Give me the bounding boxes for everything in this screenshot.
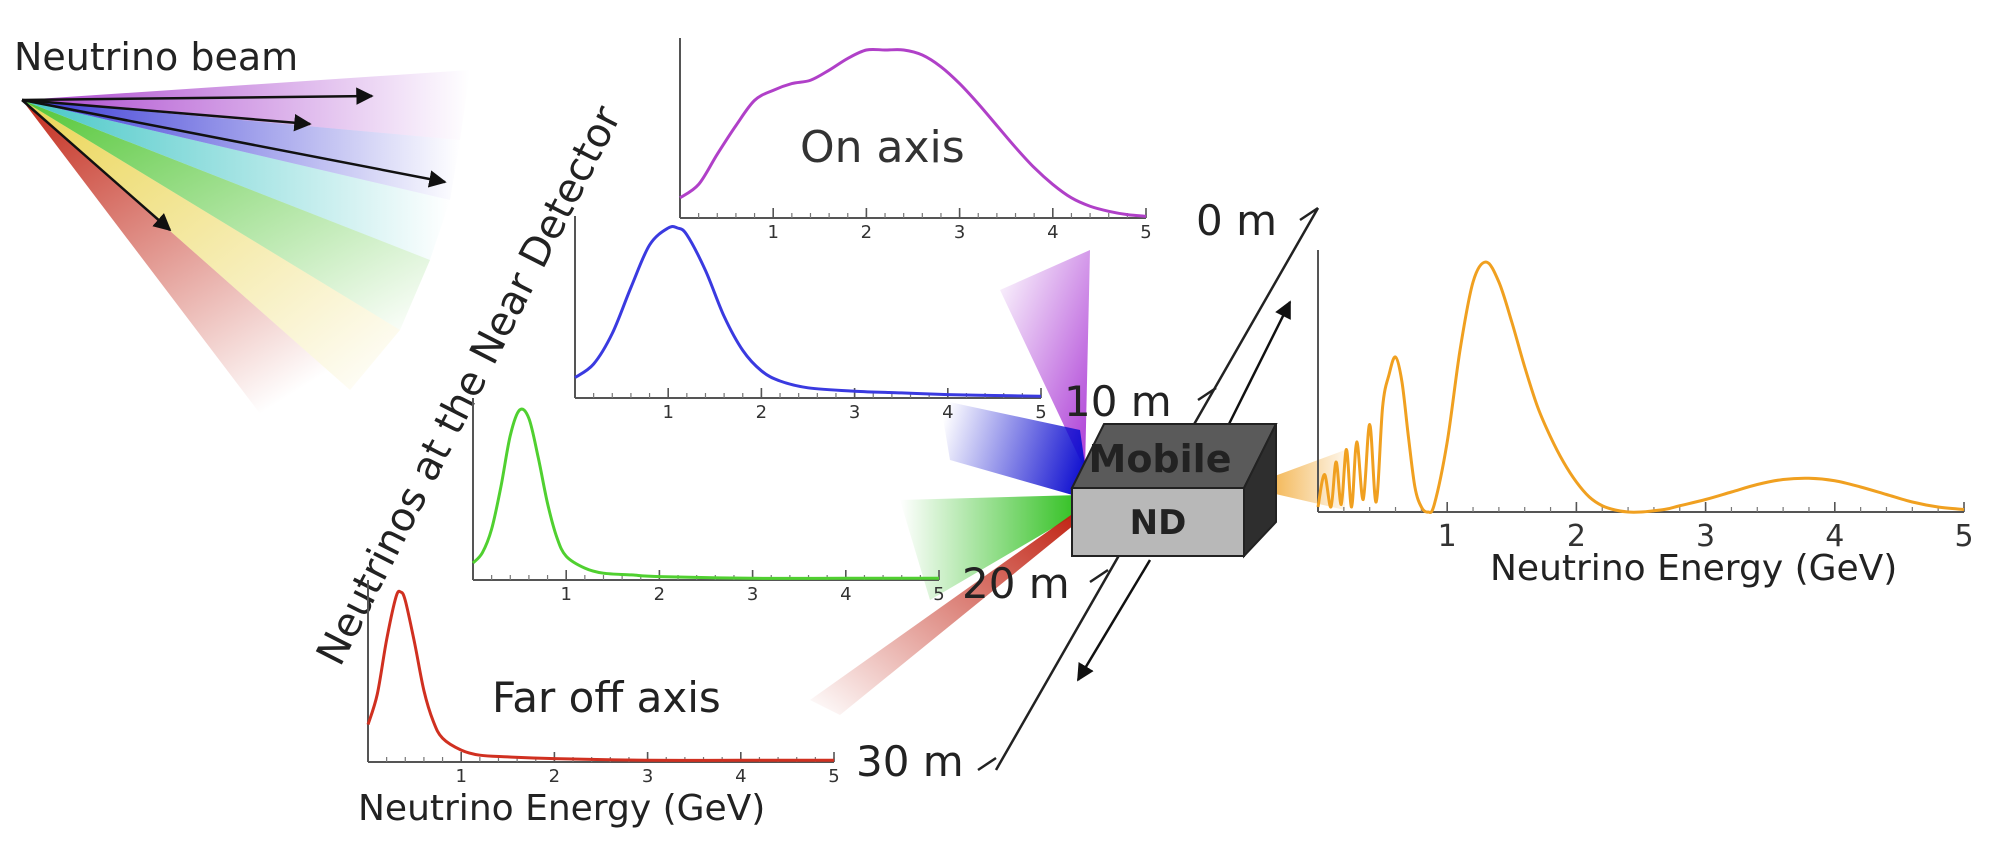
move-arrow-down	[1076, 559, 1152, 682]
tick-label: 5	[933, 584, 944, 605]
tick-label: 3	[954, 222, 965, 243]
tick-label: 3	[747, 584, 758, 605]
mobile-near-detector: Mobile ND	[1070, 423, 1278, 559]
spectrum-curve	[574, 224, 1042, 398]
move-arrow-up	[1223, 300, 1292, 433]
tick-label: 5	[1140, 222, 1151, 243]
tick-label: 1	[455, 766, 466, 787]
tick-0m	[1299, 206, 1319, 222]
tick-label: 2	[861, 222, 872, 243]
spectrum-curve	[366, 589, 834, 762]
position-label-30m: 30 m	[856, 737, 964, 786]
spectrum-curve	[679, 47, 1147, 218]
far-off-axis-label: Far off axis	[492, 673, 721, 722]
beam-arrow-2	[21, 98, 312, 132]
x-axis-label-left: Neutrino Energy (GeV)	[358, 788, 765, 829]
tick-label: 1	[662, 402, 673, 423]
tick-label: 2	[756, 402, 767, 423]
detector-front-label: ND	[1130, 503, 1187, 543]
position-label-10m: 10 m	[1064, 377, 1172, 426]
tick-label: 5	[828, 766, 839, 787]
beam-label: Neutrino beam	[14, 35, 298, 79]
detector-beams	[810, 250, 1345, 715]
tick-label: 5	[1954, 519, 1973, 554]
position-label-0m: 0 m	[1196, 196, 1277, 245]
tick-label: 1	[1438, 519, 1457, 554]
neutrino-beam-fan	[21, 70, 470, 440]
tick-label: 4	[942, 402, 953, 423]
tick-label: 2	[549, 766, 560, 787]
x-axis-label-right: Neutrino Energy (GeV)	[1490, 548, 1897, 589]
on-axis-label: On axis	[800, 122, 965, 173]
tick-20m	[1089, 568, 1109, 584]
detector-beam-green	[900, 495, 1080, 600]
tick-label: 2	[1567, 519, 1586, 554]
detector-front-face	[1071, 487, 1245, 557]
beam-yellow	[22, 100, 400, 390]
tick-30m	[977, 756, 997, 772]
tick-10m	[1197, 386, 1217, 402]
tick-label: 4	[1825, 519, 1844, 554]
tick-label: 3	[849, 402, 860, 423]
tick-label: 3	[642, 766, 653, 787]
detector-beam-purple	[1000, 250, 1090, 470]
spectrum-oscillated: 1 2 3 4 5	[1316, 250, 1974, 554]
tick-label: 3	[1696, 519, 1715, 554]
tick-label: 4	[1047, 222, 1058, 243]
spectrum-30m: 1 2 3 4 5	[366, 580, 840, 787]
tick-label: 2	[654, 584, 665, 605]
detector-beam-red	[810, 510, 1080, 715]
beam-arrow-3	[21, 98, 447, 188]
spectrum-curve	[471, 407, 939, 580]
tick-label: 5	[1035, 402, 1046, 423]
tick-label: 1	[767, 222, 778, 243]
beam-red	[22, 100, 350, 440]
tick-label: 4	[840, 584, 851, 605]
spectrum-curve	[1316, 260, 1965, 515]
detector-beam-blue	[940, 400, 1090, 500]
spectrum-10m: 1 2 3 4 5	[574, 216, 1047, 423]
spectrum-on-axis: 1 2 3 4 5	[679, 38, 1152, 243]
tick-label: 4	[735, 766, 746, 787]
tick-label: 1	[560, 584, 571, 605]
beam-cyan	[22, 100, 450, 260]
beam-arrow-1	[21, 87, 374, 105]
position-label-20m: 20 m	[962, 559, 1070, 608]
beam-green	[22, 100, 430, 330]
detector-top-label: Mobile	[1089, 437, 1232, 481]
spectrum-20m: 1 2 3 4 5	[471, 398, 945, 605]
beam-blue	[22, 100, 460, 200]
beam-arrow-4	[21, 99, 172, 232]
